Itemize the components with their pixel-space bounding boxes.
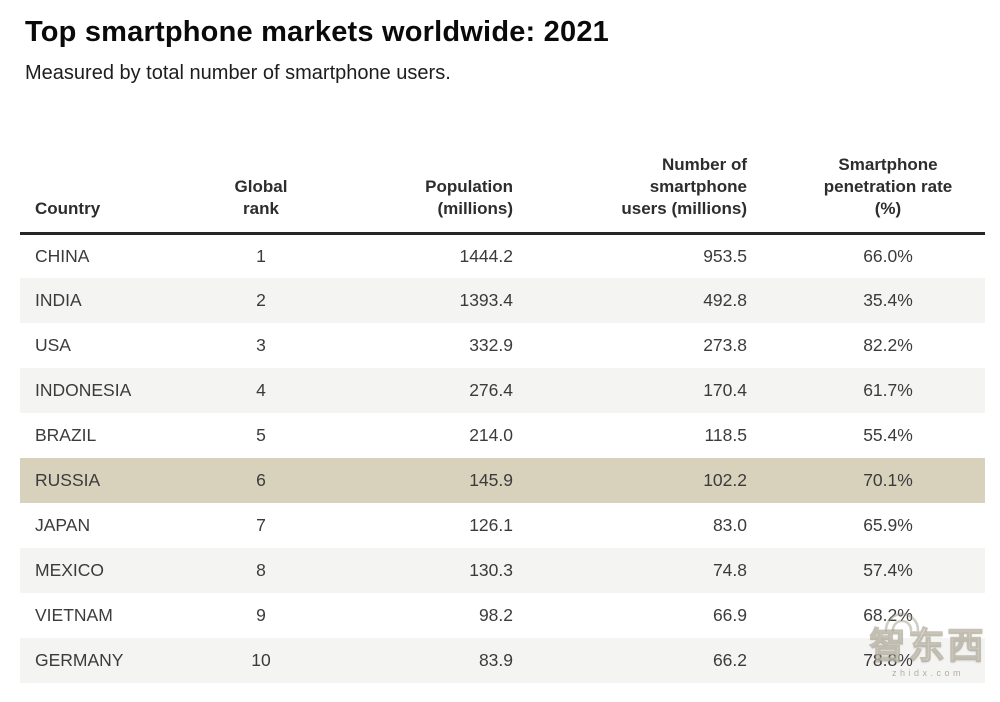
cell-penetration-rate: 65.9% (863, 515, 913, 535)
table-row: USA 3 332.9 273.8 82.2% (20, 323, 985, 368)
cell-global-rank: 1 (256, 245, 266, 266)
page-title: Top smartphone markets worldwide: 2021 (25, 16, 609, 48)
column-header-smartphone-users: Number of smartphone users (millions) (527, 138, 767, 235)
cell-global-rank: 10 (251, 650, 271, 670)
cell-smartphone-users: 170.4 (703, 380, 747, 400)
cell-population: 126.1 (469, 515, 513, 535)
cell-country: BRAZIL (35, 425, 97, 445)
cell-population: 332.9 (469, 335, 513, 355)
smartphone-markets-table: Country Global rank Population (millions… (20, 138, 985, 683)
cell-population: 214.0 (469, 425, 513, 445)
cell-country: JAPAN (35, 515, 91, 535)
cell-country: GERMANY (35, 650, 124, 670)
cell-global-rank: 8 (256, 560, 266, 580)
cell-country: VIETNAM (35, 605, 113, 625)
column-header-country: Country (20, 138, 205, 235)
cell-penetration-rate: 70.1% (863, 470, 913, 490)
column-header-global-rank: Global rank (205, 138, 317, 235)
table-row: MEXICO 8 130.3 74.8 57.4% (20, 548, 985, 593)
cell-smartphone-users: 102.2 (703, 470, 747, 490)
cell-country: MEXICO (35, 560, 105, 580)
cell-population: 1444.2 (459, 245, 513, 266)
cell-smartphone-users: 74.8 (712, 560, 747, 580)
table-row: RUSSIA 6 145.9 102.2 70.1% (20, 458, 985, 503)
table-row: VIETNAM 9 98.2 66.9 68.2% (20, 593, 985, 638)
cell-smartphone-users: 953.5 (703, 245, 747, 266)
cell-penetration-rate: 66.0% (863, 245, 913, 266)
cell-penetration-rate: 55.4% (863, 425, 913, 445)
cell-smartphone-users: 118.5 (704, 425, 748, 445)
cell-population: 145.9 (469, 470, 513, 490)
table-row: JAPAN 7 126.1 83.0 65.9% (20, 503, 985, 548)
cell-smartphone-users: 66.9 (712, 605, 747, 625)
cell-global-rank: 2 (256, 290, 266, 310)
cell-penetration-rate: 82.2% (863, 335, 913, 355)
cell-smartphone-users: 273.8 (703, 335, 747, 355)
table-row: CHINA 1 1444.2 953.5 66.0% (20, 233, 985, 278)
cell-penetration-rate: 35.4% (863, 290, 913, 310)
cell-penetration-rate: 78.8% (863, 650, 913, 670)
cell-country: INDIA (35, 290, 82, 310)
cell-smartphone-users: 83.0 (712, 515, 747, 535)
cell-smartphone-users: 66.2 (712, 650, 747, 670)
table-row: INDONESIA 4 276.4 170.4 61.7% (20, 368, 985, 413)
column-header-penetration-rate: Smartphone penetration rate (%) (767, 138, 985, 235)
cell-population: 276.4 (469, 380, 513, 400)
table-row: BRAZIL 5 214.0 118.5 55.4% (20, 413, 985, 458)
cell-global-rank: 5 (256, 425, 266, 445)
cell-population: 130.3 (469, 560, 513, 580)
cell-penetration-rate: 61.7% (863, 380, 913, 400)
table-header-row: Country Global rank Population (millions… (20, 138, 985, 235)
cell-global-rank: 3 (256, 335, 266, 355)
cell-country: CHINA (35, 245, 90, 266)
cell-global-rank: 4 (256, 380, 266, 400)
cell-population: 83.9 (478, 650, 513, 670)
cell-country: USA (35, 335, 71, 355)
cell-country: INDONESIA (35, 380, 132, 400)
cell-global-rank: 6 (256, 470, 266, 490)
page-subtitle: Measured by total number of smartphone u… (25, 62, 451, 84)
cell-population: 98.2 (478, 605, 513, 625)
cell-penetration-rate: 57.4% (863, 560, 913, 580)
cell-global-rank: 7 (256, 515, 266, 535)
table-header: Country Global rank Population (millions… (20, 138, 985, 235)
column-header-population: Population (millions) (317, 138, 527, 235)
cell-global-rank: 9 (256, 605, 266, 625)
table-row: INDIA 2 1393.4 492.8 35.4% (20, 278, 985, 323)
table-row: GERMANY 10 83.9 66.2 78.8% (20, 638, 985, 683)
table-body: CHINA 1 1444.2 953.5 66.0% INDIA 2 1393.… (20, 233, 985, 683)
cell-smartphone-users: 492.8 (703, 290, 747, 310)
cell-population: 1393.4 (459, 290, 513, 310)
cell-penetration-rate: 68.2% (863, 605, 913, 625)
cell-country: RUSSIA (35, 470, 101, 490)
